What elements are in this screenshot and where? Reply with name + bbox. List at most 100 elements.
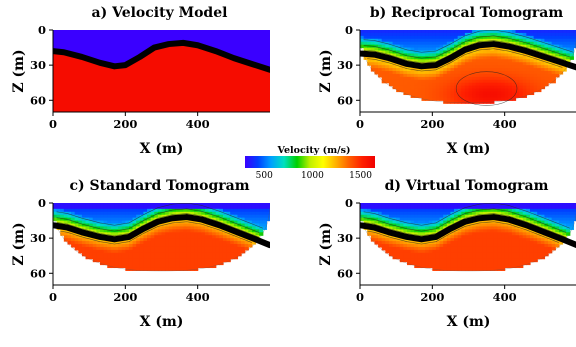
velocity-cell <box>403 252 408 257</box>
velocity-cell <box>464 229 470 233</box>
velocity-cell <box>425 38 430 43</box>
velocity-cell <box>407 258 412 263</box>
velocity-cell <box>219 246 224 251</box>
velocity-cell <box>457 211 462 216</box>
velocity-cell <box>396 241 401 245</box>
velocity-cell <box>468 100 473 104</box>
velocity-cell <box>475 62 480 66</box>
velocity-cell <box>497 241 502 245</box>
velocity-cell <box>374 214 379 219</box>
velocity-cell <box>85 203 90 207</box>
velocity-cell <box>367 35 372 40</box>
velocity-cell <box>468 50 473 55</box>
velocity-cell <box>385 220 390 225</box>
velocity-cell <box>482 264 488 269</box>
velocity-cell <box>212 217 217 222</box>
colorbar-tick-label: 500 <box>256 171 273 181</box>
velocity-cell <box>251 232 257 236</box>
velocity-cell <box>432 223 437 228</box>
velocity-cell <box>482 38 488 43</box>
velocity-cell <box>468 76 473 81</box>
velocity-cell <box>197 241 202 245</box>
velocity-cell <box>172 208 177 213</box>
velocity-cell <box>230 252 235 257</box>
velocity-cell <box>428 68 433 72</box>
velocity-cell <box>248 229 253 233</box>
velocity-cell <box>244 244 249 248</box>
velocity-cell <box>522 30 527 34</box>
velocity-cell <box>360 44 365 49</box>
velocity-cell <box>396 255 401 260</box>
velocity-cell <box>136 244 141 248</box>
velocity-cell <box>396 208 401 213</box>
velocity-cell <box>526 252 531 257</box>
velocity-cell <box>410 85 415 90</box>
velocity-cell <box>172 203 177 207</box>
velocity-cell <box>457 241 462 245</box>
velocity-cell <box>526 217 531 222</box>
velocity-cell <box>255 211 260 216</box>
velocity-cell <box>566 205 571 210</box>
velocity-cell <box>432 217 437 222</box>
velocity-cell <box>132 264 137 269</box>
velocity-cell <box>519 88 524 93</box>
velocity-cell <box>110 246 116 251</box>
velocity-cell <box>522 211 527 216</box>
velocity-cell <box>555 53 560 57</box>
velocity-cell <box>493 82 499 87</box>
velocity-cell <box>114 264 119 269</box>
velocity-cell <box>551 47 556 52</box>
velocity-cell <box>482 35 488 40</box>
velocity-cell <box>558 56 564 60</box>
velocity-cell <box>136 246 141 251</box>
velocity-cell <box>147 246 152 251</box>
velocity-cell <box>363 30 368 34</box>
velocity-cell <box>537 203 542 207</box>
velocity-cell <box>490 56 495 60</box>
velocity-cell <box>154 229 159 233</box>
velocity-cell <box>92 238 97 242</box>
velocity-cell <box>385 30 390 34</box>
velocity-cell <box>417 85 423 90</box>
velocity-cell <box>435 223 441 228</box>
velocity-cell <box>435 85 441 90</box>
velocity-cell <box>482 205 488 210</box>
velocity-cell <box>537 211 542 216</box>
velocity-cell <box>396 76 401 81</box>
velocity-cell <box>501 226 506 230</box>
velocity-cell <box>555 32 560 37</box>
velocity-cell <box>392 65 397 69</box>
velocity-cell <box>110 258 116 263</box>
velocity-cell <box>407 30 412 34</box>
x-tick-label: 400 <box>186 290 210 304</box>
velocity-cell <box>551 53 556 57</box>
velocity-cell <box>490 85 495 90</box>
velocity-cell <box>407 68 412 72</box>
velocity-cell <box>407 44 412 49</box>
velocity-cell <box>548 79 553 84</box>
velocity-cell <box>385 73 390 78</box>
velocity-cell <box>428 203 433 207</box>
velocity-cell <box>529 68 535 72</box>
velocity-cell <box>403 71 408 75</box>
velocity-cell <box>118 232 123 236</box>
velocity-cell <box>110 205 116 210</box>
velocity-cell <box>558 208 564 213</box>
velocity-cell <box>241 203 246 207</box>
velocity-cell <box>475 38 480 43</box>
velocity-cell <box>439 255 444 260</box>
velocity-cell <box>103 255 108 260</box>
velocity-cell <box>92 229 97 233</box>
velocity-cell <box>457 30 462 34</box>
velocity-cell <box>519 208 524 213</box>
velocity-cell <box>490 203 495 207</box>
velocity-cell <box>537 44 542 49</box>
velocity-cell <box>179 246 184 251</box>
velocity-cell <box>468 53 473 57</box>
velocity-cell <box>548 71 553 75</box>
velocity-cell <box>526 91 531 96</box>
velocity-cell <box>370 59 376 63</box>
velocity-cell <box>407 252 412 257</box>
velocity-cell <box>96 241 101 245</box>
velocity-cell <box>197 246 202 251</box>
